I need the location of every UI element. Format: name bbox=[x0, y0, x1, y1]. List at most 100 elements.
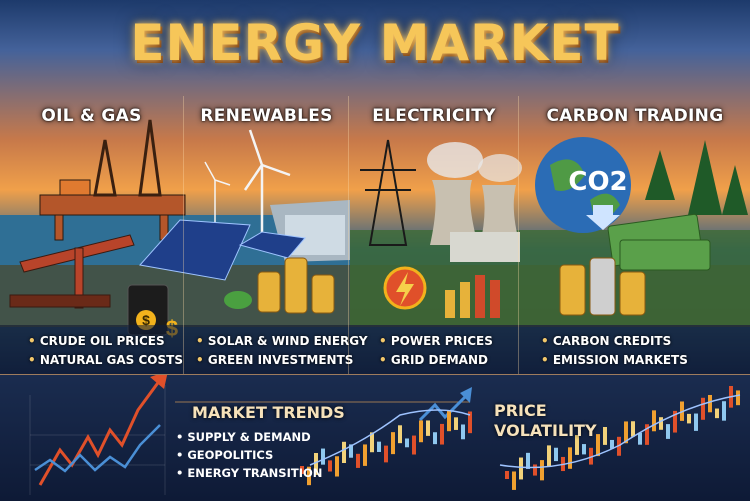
section-heading: CARBON TRADING bbox=[546, 106, 724, 126]
candlestick bbox=[624, 421, 628, 444]
leaf-icon bbox=[224, 291, 252, 309]
candlestick bbox=[547, 445, 551, 467]
market-trends-heading: MARKET TRENDS bbox=[192, 403, 345, 422]
heading-line: PRICE bbox=[494, 401, 547, 420]
pumpjack-icon bbox=[9, 234, 135, 309]
candlestick bbox=[575, 435, 579, 455]
price-volatility-heading: PRICE VOLATILITY bbox=[494, 401, 597, 441]
candlestick bbox=[335, 456, 339, 477]
candlestick bbox=[447, 410, 451, 432]
candlestick bbox=[715, 408, 719, 419]
candlestick bbox=[589, 447, 593, 465]
candlestick bbox=[468, 411, 472, 434]
moving-average-line bbox=[309, 409, 471, 466]
candlestick bbox=[519, 457, 523, 480]
candlestick bbox=[596, 434, 600, 457]
candlestick bbox=[314, 452, 318, 475]
svg-text:CO2: CO2 bbox=[568, 167, 627, 197]
trend-bullet: SUPPLY & DEMAND bbox=[176, 430, 310, 444]
candlestick bbox=[687, 413, 691, 424]
candlestick bbox=[454, 417, 458, 430]
candlestick bbox=[398, 425, 402, 444]
trend-bullet: GEOPOLITICS bbox=[176, 448, 273, 462]
candlestick bbox=[342, 441, 346, 464]
candlestick bbox=[701, 397, 705, 420]
candlestick bbox=[631, 421, 635, 437]
bullet-item: GRID DEMAND bbox=[379, 353, 488, 367]
coins-icon bbox=[257, 257, 335, 314]
candlestick bbox=[652, 410, 656, 432]
svg-text:$: $ bbox=[142, 312, 150, 328]
section-heading: ELECTRICITY bbox=[372, 106, 496, 126]
oil-rig-icon bbox=[39, 119, 186, 241]
section-carbon-trading: CARBON TRADING CARBON CREDITS EMISSION M… bbox=[518, 96, 750, 376]
bar-chart-icon bbox=[445, 275, 500, 318]
candlestick bbox=[363, 444, 367, 466]
section-heading: RENEWABLES bbox=[200, 106, 333, 126]
candlestick bbox=[722, 401, 726, 421]
candlestick bbox=[568, 447, 572, 469]
candlestick bbox=[673, 410, 677, 433]
candlestick bbox=[370, 432, 374, 453]
candlestick bbox=[356, 453, 360, 468]
candlestick bbox=[694, 413, 698, 431]
candlestick bbox=[391, 432, 395, 455]
up-arrow-icon bbox=[150, 375, 168, 389]
down-arrow-icon bbox=[586, 205, 620, 230]
up-trend-line bbox=[38, 379, 162, 486]
arrow-head-icon bbox=[460, 387, 472, 403]
candlestick bbox=[412, 435, 416, 455]
candlestick bbox=[659, 417, 663, 430]
candlestick bbox=[526, 452, 530, 469]
bullet-item: NATURAL GAS COSTS bbox=[28, 353, 183, 367]
candlestick bbox=[321, 448, 325, 465]
tree-icon bbox=[645, 140, 748, 215]
wind-turbine-icon bbox=[204, 129, 291, 240]
section-electricity: ELECTRICITY POWER PRICES GRID DEMAND bbox=[348, 96, 519, 376]
bullet-item: POWER PRICES bbox=[379, 334, 493, 348]
candlestick bbox=[349, 444, 353, 458]
candlestick bbox=[554, 447, 558, 462]
candlestick bbox=[666, 424, 670, 439]
candlestick bbox=[645, 424, 649, 445]
blue-trend-arrow bbox=[418, 395, 467, 422]
trend-charts-illustration bbox=[29, 375, 741, 495]
bullet-item: GREEN INVESTMENTS bbox=[196, 353, 354, 367]
candlestick bbox=[582, 444, 586, 455]
candlestick bbox=[328, 460, 332, 472]
power-pylon-icon bbox=[360, 139, 416, 246]
candlestick bbox=[603, 427, 607, 445]
candlestick bbox=[440, 423, 444, 445]
candlestick bbox=[512, 471, 516, 490]
bullet-item: CARBON CREDITS bbox=[541, 334, 671, 348]
candlestick bbox=[708, 394, 712, 413]
candlestick bbox=[533, 464, 537, 476]
section-heading: OIL & GAS bbox=[41, 106, 142, 126]
solar-panel-icon bbox=[139, 219, 306, 281]
candlestick bbox=[377, 441, 381, 452]
page-title: ENERGY MARKET bbox=[130, 14, 620, 72]
bullet-item: SOLAR & WIND ENERGY bbox=[196, 334, 368, 348]
bullet-item: EMISSION MARKETS bbox=[541, 353, 688, 367]
candlestick bbox=[433, 432, 437, 445]
section-renewables: RENEWABLES SOLAR & WIND ENERGY GREEN INV… bbox=[183, 96, 368, 376]
candlestick bbox=[419, 420, 423, 443]
candlestick bbox=[384, 445, 388, 463]
candlestick bbox=[426, 420, 430, 436]
section-oil-gas: OIL & GAS CRUDE OIL PRICES NATURAL GAS C… bbox=[0, 96, 183, 376]
candlestick bbox=[405, 438, 409, 448]
candlestick bbox=[638, 432, 642, 445]
candlestick bbox=[505, 471, 509, 479]
candlestick bbox=[540, 460, 544, 481]
candlestick bbox=[610, 439, 614, 449]
blue-trend-line bbox=[34, 424, 161, 473]
heading-line: VOLATILITY bbox=[494, 421, 597, 440]
moving-average-line-2 bbox=[499, 394, 741, 469]
cooling-tower-icon bbox=[427, 142, 522, 245]
bottom-section: MARKET TRENDS SUPPLY & DEMAND GEOPOLITIC… bbox=[0, 374, 750, 501]
trend-bullet: ENERGY TRANSITION bbox=[176, 466, 322, 480]
money-stack-icon bbox=[607, 213, 711, 271]
candlestick bbox=[461, 424, 465, 440]
bullet-item: CRUDE OIL PRICES bbox=[28, 334, 165, 348]
